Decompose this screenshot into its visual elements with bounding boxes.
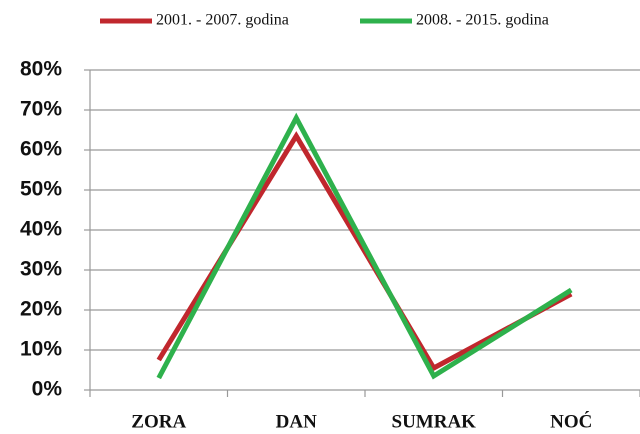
y-tick-label: 0% [32, 378, 63, 401]
y-tick-label: 10% [20, 338, 62, 361]
y-tick-label: 70% [20, 98, 62, 121]
series-line [156, 112, 573, 380]
x-tick-label: DAN [276, 411, 317, 432]
y-tick-label: 40% [20, 218, 62, 241]
y-tick-label: 50% [20, 178, 62, 201]
y-tick-label: 20% [20, 298, 62, 321]
legend-label: 2001. - 2007. godina [156, 12, 289, 29]
x-tick-label: ZORA [131, 411, 186, 432]
x-tick-label: NOĆ [550, 410, 592, 432]
y-tick-label: 30% [20, 258, 62, 281]
y-tick-label: 60% [20, 138, 62, 161]
x-tick-label: SUMRAK [392, 411, 477, 432]
y-tick-label: 80% [20, 58, 62, 81]
legend-label: 2008. - 2015. godina [416, 12, 549, 29]
